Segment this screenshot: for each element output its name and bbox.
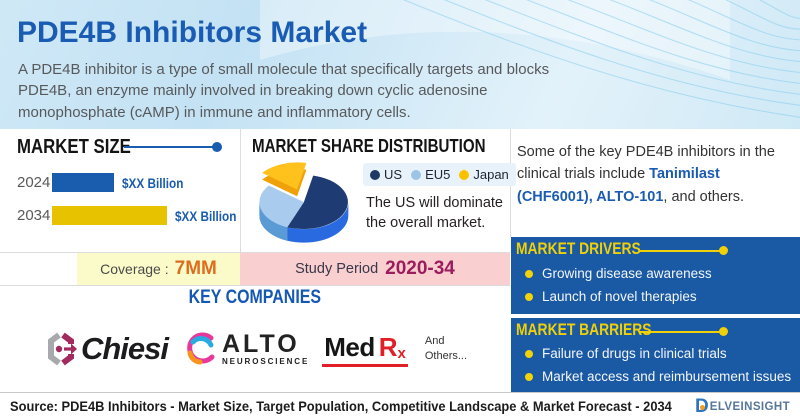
delveinsight-wordmark: ELVEINSIGHT [709, 401, 790, 413]
header-banner: PDE4B Inhibitors Market A PDE4B inhibito… [0, 0, 800, 129]
legend-dot-japan [459, 169, 470, 180]
inhibitors-suffix: , and others. [663, 188, 744, 205]
company-logos-row: Chiesi ALTO NEUROSCIENCE Med R x And Oth… [0, 316, 510, 382]
chiesi-wordmark: Chiesi [80, 331, 169, 366]
bar-year-2024: 2024 [17, 174, 51, 191]
pie-slice-japan [262, 162, 307, 190]
barrier-item: Failure of drugs in clinical trials [525, 346, 727, 361]
coverage-value: 7MM [174, 258, 217, 279]
coverage-box: Coverage : 7MM [77, 253, 240, 285]
drivers-title-rule [639, 250, 721, 252]
legend-dot-eu5 [411, 169, 422, 180]
alto-neuroscience-logo: ALTO NEUROSCIENCE [181, 330, 309, 368]
bar-value-2034: $XX Billion [175, 208, 237, 224]
legend-label-us: US [384, 167, 403, 182]
drivers-title-dot [719, 246, 728, 255]
alto-main-text: ALTO [221, 330, 300, 358]
legend-item-japan: Japan [459, 167, 509, 182]
legend-item-eu5: EU5 [411, 167, 450, 182]
bar-year-2034: 2034 [17, 207, 51, 224]
pie-legend: US EU5 Japan [363, 163, 516, 186]
key-companies-section-title: KEY COMPANIES [188, 287, 322, 308]
divider-horizontal-2 [0, 285, 510, 286]
bullet-dot [525, 269, 533, 278]
key-inhibitors-paragraph: Some of the key PDE4B inhibitors in the … [517, 141, 785, 208]
market-size-section-title: MARKET SIZE [17, 136, 131, 158]
pie-chart [259, 162, 349, 243]
orange-dot-icon [700, 405, 706, 410]
market-drivers-title: MARKET DRIVERS [516, 240, 641, 258]
legend-label-japan: Japan [473, 167, 509, 182]
bar-value-2024: $XX Billion [122, 175, 184, 191]
bullet-dot [525, 349, 533, 358]
bullet-dot [525, 372, 533, 381]
delveinsight-logo: D ELVEINSIGHT [695, 396, 790, 418]
legend-label-eu5: EU5 [425, 167, 451, 182]
bullet-dot [525, 292, 533, 301]
chiesi-hexagon-icon [47, 332, 79, 366]
barrier-item: Market access and reimbursement issues [525, 369, 791, 384]
barriers-title-rule [639, 331, 721, 333]
inhibitors-drug-names: Tanimilast (CHF6001), ALTO-101 [517, 166, 720, 205]
barriers-title-dot [719, 327, 728, 336]
divider-horizontal-1 [0, 252, 510, 253]
medrx-r-text: R [378, 331, 398, 362]
and-others-label: And Others... [424, 335, 468, 362]
market-share-section-title: MARKET SHARE DISTRIBUTION [252, 136, 486, 156]
coverage-label: Coverage : [100, 261, 169, 277]
market-share-note: The US will dominate the overall market. [366, 195, 503, 231]
header-curves-decoration [260, 0, 800, 118]
driver-item: Growing disease awareness [525, 266, 712, 281]
medrx-logo: Med R x [322, 332, 408, 367]
market-size-title-dot [212, 142, 222, 152]
medrx-med-text: Med [324, 331, 375, 362]
source-citation: Source: PDE4B Inhibitors - Market Size, … [10, 398, 672, 414]
market-barriers-panel: MARKET BARRIERS Failure of drugs in clin… [511, 318, 800, 392]
legend-dot-us [370, 169, 380, 180]
alto-wordmark: ALTO NEUROSCIENCE [222, 332, 309, 366]
alto-swirl-icon [187, 332, 215, 365]
inhibitors-prefix: Some of the key PDE4B inhibitors in the … [517, 144, 775, 183]
divider-vertical-1 [240, 129, 241, 253]
page-title: PDE4B Inhibitors Market [17, 16, 368, 49]
driver-item: Launch of novel therapies [525, 289, 697, 304]
alto-sub-text: NEUROSCIENCE [221, 357, 310, 366]
delveinsight-d-icon: D [695, 396, 709, 418]
study-period-box: Study Period 2020-34 [240, 253, 510, 285]
pie-slice-eu5 [259, 185, 304, 228]
legend-item-us: US [370, 167, 402, 182]
bar-2034 [52, 206, 167, 225]
market-barriers-title: MARKET BARRIERS [516, 321, 652, 339]
medrx-x-text: x [397, 344, 406, 362]
study-period-label: Study Period [295, 261, 379, 277]
market-drivers-panel: MARKET DRIVERS Growing disease awareness… [511, 237, 800, 314]
pie-slice-us [287, 175, 348, 230]
bar-2024 [52, 173, 114, 192]
page-description: A PDE4B inhibitor is a type of small mol… [18, 61, 550, 121]
market-size-title-rule [124, 146, 216, 148]
study-period-value: 2020-34 [385, 258, 455, 279]
chiesi-logo: Chiesi [43, 331, 169, 367]
footer-divider [0, 392, 800, 393]
